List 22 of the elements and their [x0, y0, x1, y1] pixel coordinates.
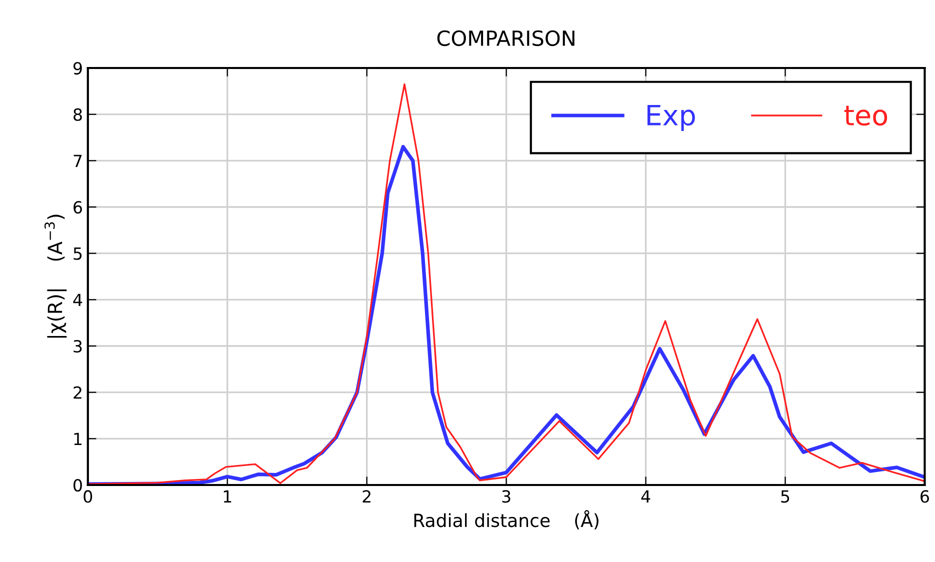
y-tick-label: 4	[73, 294, 82, 306]
y-tick-label: 5	[74, 248, 82, 260]
x-tick-label: 5	[781, 490, 790, 503]
x-tick-label: 0	[84, 490, 92, 503]
x-tick-label: 4	[641, 490, 650, 503]
y-tick-label: 8	[74, 108, 82, 121]
y-tick-label: 0	[74, 478, 82, 492]
y-tick-label: 7	[74, 154, 82, 167]
x-tick-label: 6	[920, 490, 929, 503]
x-tick-label: 1	[224, 490, 232, 503]
x-tick-label: 3	[502, 490, 510, 503]
y-tick-label: 6	[74, 200, 82, 214]
x-axis-title: Radial distance (Å)	[414, 510, 598, 530]
x-tick-label: 2	[362, 490, 370, 503]
y-tick-label: 9	[73, 62, 82, 75]
y-tick-label: 1	[74, 432, 82, 446]
chart-title: COMPARISON	[437, 30, 574, 46]
y-axis-title: |χ(R)| (A$^{−3}$)	[44, 214, 67, 338]
legend-label: teo	[844, 106, 888, 126]
y-tick-label: 2	[74, 386, 82, 399]
legend-label: Exp	[648, 104, 695, 131]
y-tick-label: 3	[74, 340, 82, 353]
